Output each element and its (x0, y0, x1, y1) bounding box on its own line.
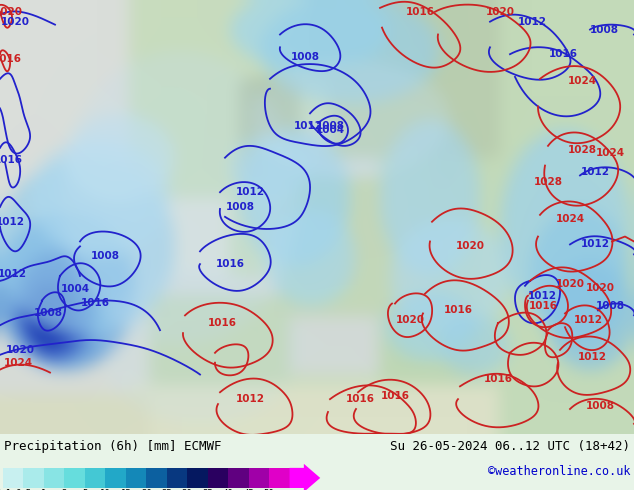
Text: 1016: 1016 (529, 300, 557, 311)
Text: 1008: 1008 (586, 401, 614, 411)
Text: 45: 45 (243, 489, 254, 490)
Text: 1008: 1008 (34, 308, 63, 318)
Bar (249, 468, 269, 488)
Text: 1020: 1020 (455, 242, 484, 251)
Text: 0.5: 0.5 (15, 489, 32, 490)
Text: 1020: 1020 (555, 279, 585, 289)
Text: 2: 2 (61, 489, 67, 490)
Text: 1004: 1004 (316, 125, 344, 135)
Text: 1012: 1012 (235, 394, 264, 404)
Text: 30: 30 (182, 489, 193, 490)
Text: 1012: 1012 (581, 240, 609, 249)
Text: Su 26-05-2024 06..12 UTC (18+42): Su 26-05-2024 06..12 UTC (18+42) (390, 440, 630, 453)
Text: 50: 50 (264, 489, 275, 490)
Text: 1012: 1012 (527, 291, 557, 301)
Text: 1012: 1012 (294, 121, 323, 131)
Text: 0.1: 0.1 (0, 489, 11, 490)
Bar (187, 468, 208, 488)
Text: 1012: 1012 (578, 352, 607, 362)
Bar (228, 468, 249, 488)
Text: 1012: 1012 (0, 269, 27, 279)
Text: 1008: 1008 (290, 52, 320, 62)
Text: 1008: 1008 (91, 251, 119, 261)
Text: 1020: 1020 (486, 7, 515, 17)
Text: 1008: 1008 (590, 24, 619, 35)
Text: 1016: 1016 (346, 394, 375, 404)
Text: 1008: 1008 (595, 300, 624, 311)
Text: 1016: 1016 (406, 7, 434, 17)
Text: 1004: 1004 (60, 284, 89, 294)
Text: 1020: 1020 (586, 283, 614, 293)
Text: 1016: 1016 (380, 391, 410, 401)
Bar (85, 468, 105, 488)
Text: 35: 35 (202, 489, 213, 490)
Text: 1012: 1012 (574, 315, 602, 325)
Text: Precipitation (6h) [mm] ECMWF: Precipitation (6h) [mm] ECMWF (4, 440, 221, 453)
Bar (65, 468, 85, 488)
Bar (269, 468, 290, 488)
Text: 1012: 1012 (517, 17, 547, 26)
Text: 1028: 1028 (533, 177, 562, 187)
Text: 1016: 1016 (216, 259, 245, 269)
Text: 1016: 1016 (207, 318, 236, 328)
Bar (167, 468, 187, 488)
Text: 1020: 1020 (396, 315, 425, 325)
Text: 25: 25 (162, 489, 172, 490)
Text: 1028: 1028 (567, 145, 597, 155)
Text: 10: 10 (100, 489, 111, 490)
Text: 1024: 1024 (555, 214, 585, 224)
Bar (208, 468, 228, 488)
FancyArrow shape (290, 464, 320, 490)
Text: 1008: 1008 (316, 121, 344, 131)
Bar (44, 468, 65, 488)
Text: 1: 1 (41, 489, 47, 490)
Text: 1020: 1020 (1, 17, 30, 26)
Bar (23, 468, 44, 488)
Bar (105, 468, 126, 488)
Bar (126, 468, 146, 488)
Text: 1016: 1016 (444, 305, 472, 316)
Text: 1020: 1020 (6, 345, 34, 355)
Text: ©weatheronline.co.uk: ©weatheronline.co.uk (488, 465, 630, 478)
Text: 1012: 1012 (581, 168, 609, 177)
Text: 1016: 1016 (0, 155, 22, 165)
Text: 1016: 1016 (548, 49, 578, 59)
Text: 5: 5 (82, 489, 87, 490)
Text: 20: 20 (141, 489, 152, 490)
Text: 1024: 1024 (595, 148, 624, 158)
Text: 1024: 1024 (567, 76, 597, 86)
Text: 1012: 1012 (0, 217, 25, 227)
Text: 1012: 1012 (235, 187, 264, 197)
Text: 1016: 1016 (484, 374, 512, 385)
Text: 40: 40 (223, 489, 233, 490)
Text: 1020: 1020 (0, 7, 22, 17)
Text: 15: 15 (120, 489, 131, 490)
Text: 1016: 1016 (0, 54, 22, 64)
Bar (146, 468, 167, 488)
Text: 1008: 1008 (226, 202, 254, 212)
Text: 1024: 1024 (3, 358, 32, 368)
Bar (3, 468, 23, 488)
Text: 1016: 1016 (81, 297, 110, 308)
